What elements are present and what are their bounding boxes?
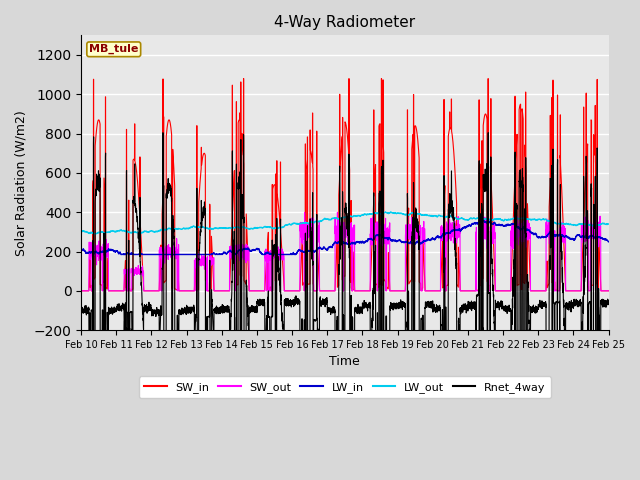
SW_out: [463, 288, 470, 294]
SW_in: [240, 76, 248, 82]
SW_in: [325, 288, 333, 294]
LW_in: [172, 252, 180, 257]
Rnet_4way: [172, 345, 180, 350]
Line: SW_in: SW_in: [81, 79, 609, 291]
Line: LW_in: LW_in: [81, 219, 609, 254]
Rnet_4way: [301, 393, 308, 399]
Line: SW_out: SW_out: [81, 212, 609, 291]
Title: 4-Way Radiometer: 4-Way Radiometer: [275, 15, 415, 30]
X-axis label: Time: Time: [330, 355, 360, 369]
SW_in: [434, 288, 442, 294]
Rnet_4way: [484, 130, 492, 135]
LW_out: [172, 226, 180, 232]
LW_out: [604, 221, 612, 227]
LW_out: [90, 231, 97, 237]
SW_in: [493, 288, 500, 294]
SW_in: [605, 288, 612, 294]
Rnet_4way: [493, 303, 500, 309]
Text: MB_tule: MB_tule: [89, 44, 138, 54]
Rnet_4way: [605, 300, 612, 306]
LW_out: [387, 209, 395, 215]
SW_out: [434, 288, 442, 294]
SW_in: [604, 288, 612, 294]
Rnet_4way: [463, 302, 470, 308]
LW_out: [463, 217, 471, 223]
LW_in: [604, 238, 612, 244]
LW_in: [77, 247, 85, 252]
LW_out: [77, 228, 85, 234]
SW_out: [325, 288, 333, 294]
Line: LW_out: LW_out: [81, 212, 609, 234]
SW_out: [604, 288, 612, 294]
LW_in: [478, 216, 486, 222]
SW_out: [333, 209, 341, 215]
SW_out: [493, 288, 500, 294]
Legend: SW_in, SW_out, LW_in, LW_out, Rnet_4way: SW_in, SW_out, LW_in, LW_out, Rnet_4way: [139, 376, 551, 398]
Line: Rnet_4way: Rnet_4way: [81, 132, 609, 396]
SW_in: [172, 287, 180, 292]
LW_in: [434, 234, 442, 240]
SW_in: [463, 288, 470, 294]
Y-axis label: Solar Radiation (W/m2): Solar Radiation (W/m2): [15, 110, 28, 256]
LW_in: [117, 252, 125, 257]
LW_in: [325, 244, 333, 250]
SW_out: [77, 288, 85, 294]
LW_out: [605, 221, 612, 227]
LW_out: [493, 216, 500, 222]
Rnet_4way: [434, 306, 442, 312]
SW_out: [172, 256, 180, 262]
Rnet_4way: [325, 308, 333, 314]
Rnet_4way: [77, 306, 85, 312]
LW_in: [493, 222, 500, 228]
SW_out: [605, 288, 612, 294]
Rnet_4way: [604, 300, 612, 306]
LW_in: [463, 223, 470, 229]
LW_in: [605, 239, 612, 245]
SW_in: [77, 288, 85, 294]
LW_out: [325, 216, 333, 222]
LW_out: [434, 213, 442, 219]
